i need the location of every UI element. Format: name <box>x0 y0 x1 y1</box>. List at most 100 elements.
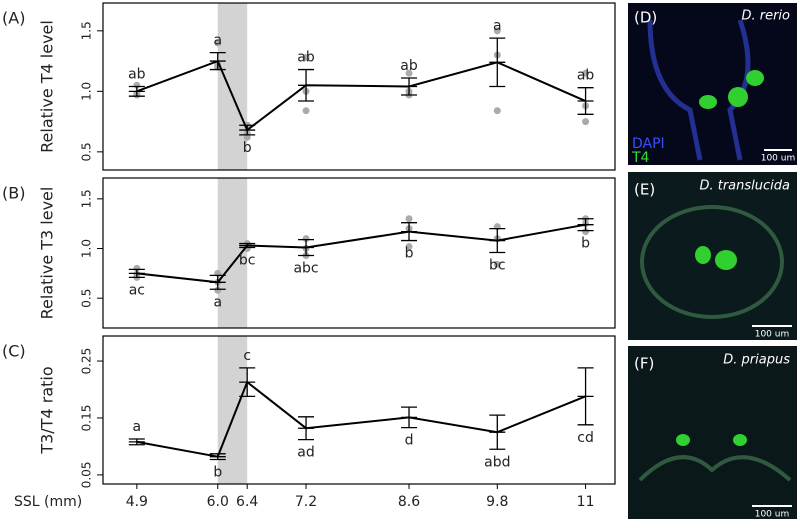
image-e: (E) D. translucida 100 um <box>628 172 797 340</box>
follicle <box>676 434 690 446</box>
replicate-point <box>405 69 413 77</box>
panel-label: (C) <box>2 342 26 361</box>
x-tick-label: 11 <box>577 494 595 510</box>
significance-letter: a <box>213 294 222 310</box>
scale-label: 100 um <box>755 510 790 520</box>
follicle <box>699 95 717 109</box>
significance-letter: ad <box>297 445 314 461</box>
significance-letter: a <box>213 33 222 49</box>
plot-frame <box>102 2 616 171</box>
x-tick-label: 6.0 <box>207 494 229 510</box>
y-tick-label: 1.0 <box>80 82 94 101</box>
significance-letter: ab <box>128 67 146 83</box>
micrograph <box>628 172 797 340</box>
replicate-point <box>493 260 501 268</box>
tissue <box>640 205 784 319</box>
tissue <box>638 455 792 482</box>
y-tick-label: 0.05 <box>80 462 94 489</box>
error-bar <box>401 77 418 96</box>
error-bar <box>239 242 256 249</box>
stain-label: DAPI <box>632 136 665 152</box>
x-tick-label: 8.6 <box>398 494 420 510</box>
data-line <box>136 380 586 458</box>
y-tick-label: 1.0 <box>80 239 94 258</box>
replicate-point <box>493 107 501 115</box>
significance-letter: ab <box>577 68 595 84</box>
error-bar <box>577 367 594 426</box>
data-line <box>136 59 586 132</box>
species: D. rerio <box>741 9 790 24</box>
micrograph <box>628 346 797 519</box>
significance-letter: a <box>493 18 502 34</box>
y-axis-label: Relative T3 level <box>38 187 57 320</box>
significance-letter: abc <box>293 260 318 276</box>
scale-label: 100 um <box>755 330 790 340</box>
replicate-point <box>405 243 413 251</box>
replicate-point <box>243 133 251 141</box>
highlight-band <box>217 3 248 170</box>
significance-letter: cd <box>577 430 594 446</box>
follicle <box>746 70 764 86</box>
error-bar <box>128 268 145 278</box>
species: D. priapus <box>723 353 790 368</box>
significance-letter: d <box>405 433 414 449</box>
error-bar <box>298 416 315 441</box>
error-bar <box>401 222 418 242</box>
stain-label: T4 <box>631 150 650 166</box>
replicate-point <box>302 235 310 243</box>
replicate-point <box>582 118 590 126</box>
replicate-point <box>302 107 310 115</box>
significance-letter: ab <box>400 58 418 74</box>
replicate-point <box>302 53 310 61</box>
replicate-point <box>133 264 141 272</box>
error-bar <box>577 87 594 115</box>
image-d: (D) D. rerio DAPI T4 100 um <box>628 3 797 166</box>
significance-letter: ac <box>129 282 145 298</box>
significance-letter: b <box>243 140 252 156</box>
error-bar <box>209 51 226 71</box>
y-tick-label: 0.5 <box>80 142 94 161</box>
data-line <box>136 223 586 284</box>
species: D. translucida <box>699 179 790 194</box>
error-bar <box>209 453 226 461</box>
scale-label: 100 um <box>761 154 796 164</box>
error-bar <box>128 438 145 446</box>
error-bar <box>209 274 226 290</box>
replicate-point <box>582 69 590 77</box>
replicate-point <box>214 286 222 294</box>
y-axis-label: T3/T4 ratio <box>38 366 57 454</box>
plot-frame <box>102 177 616 329</box>
error-bar <box>577 218 594 232</box>
plot-frame <box>102 335 616 485</box>
y-tick-label: 0.25 <box>80 348 94 375</box>
follicle <box>715 250 737 270</box>
error-bar <box>298 238 315 257</box>
panel-label: (A) <box>2 9 25 28</box>
error-bar <box>401 406 418 429</box>
significance-letter: b <box>581 236 590 252</box>
micrograph <box>628 3 797 165</box>
significance-letter: a <box>133 419 142 435</box>
y-tick-label: 0.5 <box>80 289 94 308</box>
significance-letter: ab <box>297 50 315 66</box>
y-tick-label: 0.15 <box>80 405 94 432</box>
follicle <box>728 87 748 107</box>
replicate-point <box>405 215 413 223</box>
significance-letter: bc <box>239 253 256 269</box>
replicate-point <box>214 39 222 47</box>
x-tick-label: 7.2 <box>295 494 317 510</box>
significance-letter: bc <box>489 258 506 274</box>
panel-label: (B) <box>2 184 25 203</box>
panel-label: (E) <box>634 181 655 199</box>
y-tick-label: 1.5 <box>80 21 94 40</box>
error-bar <box>489 37 506 88</box>
error-bar <box>298 68 315 102</box>
x-tick-label: 6.4 <box>236 494 258 510</box>
error-bar <box>489 228 506 254</box>
x-tick-label: 4.9 <box>126 494 148 510</box>
panel-label: (D) <box>634 9 657 27</box>
y-axis-label: Relative T4 level <box>38 20 57 153</box>
x-tick-label: 9.8 <box>486 494 508 510</box>
